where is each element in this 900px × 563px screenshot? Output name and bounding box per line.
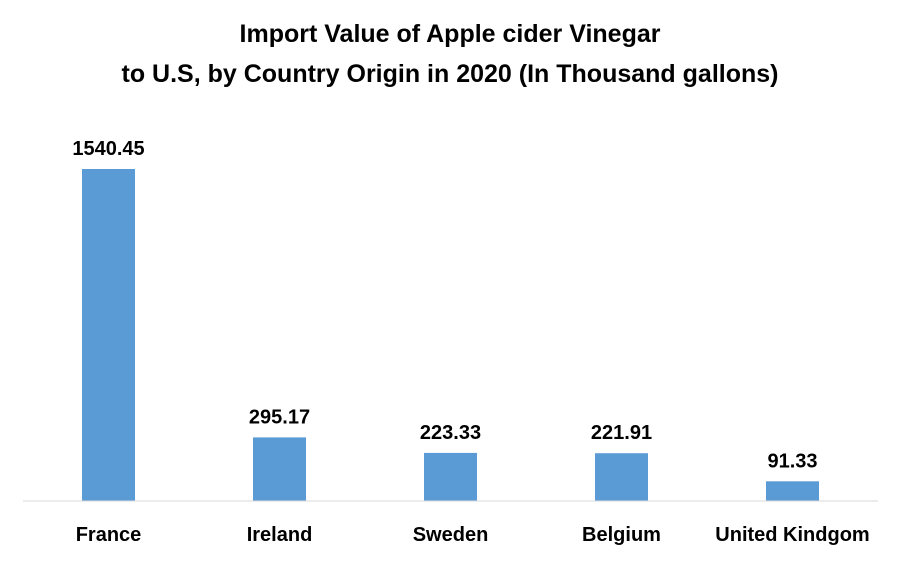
x-tick-label-france: France xyxy=(76,524,142,546)
bar-sweden xyxy=(424,452,477,501)
data-label-united-kindgom: 91.33 xyxy=(767,450,817,472)
bar-france xyxy=(82,169,135,501)
bar-ireland xyxy=(253,437,306,501)
chart-title-line-2: to U.S, by Country Origin in 2020 (In Th… xyxy=(121,60,779,88)
data-label-ireland: 295.17 xyxy=(249,406,310,428)
data-label-france: 1540.45 xyxy=(72,138,144,160)
x-tick-label-united-kindgom: United Kindgom xyxy=(715,524,869,546)
x-tick-labels-group: France Ireland Sweden Belgium United Kindgom xyxy=(76,524,870,546)
bar-united-kindgom xyxy=(766,481,819,501)
data-label-belgium: 221.91 xyxy=(591,422,652,444)
data-labels-group: 1540.45 295.17 223.33 221.91 91.33 xyxy=(72,138,817,472)
data-label-sweden: 223.33 xyxy=(420,422,481,444)
x-tick-label-sweden: Sweden xyxy=(413,524,489,546)
x-tick-label-belgium: Belgium xyxy=(582,524,661,546)
x-tick-label-ireland: Ireland xyxy=(247,524,313,546)
chart-title-line-1: Import Value of Apple cider Vinegar xyxy=(239,20,661,48)
bar-belgium xyxy=(595,453,648,501)
bars-group xyxy=(82,169,819,501)
